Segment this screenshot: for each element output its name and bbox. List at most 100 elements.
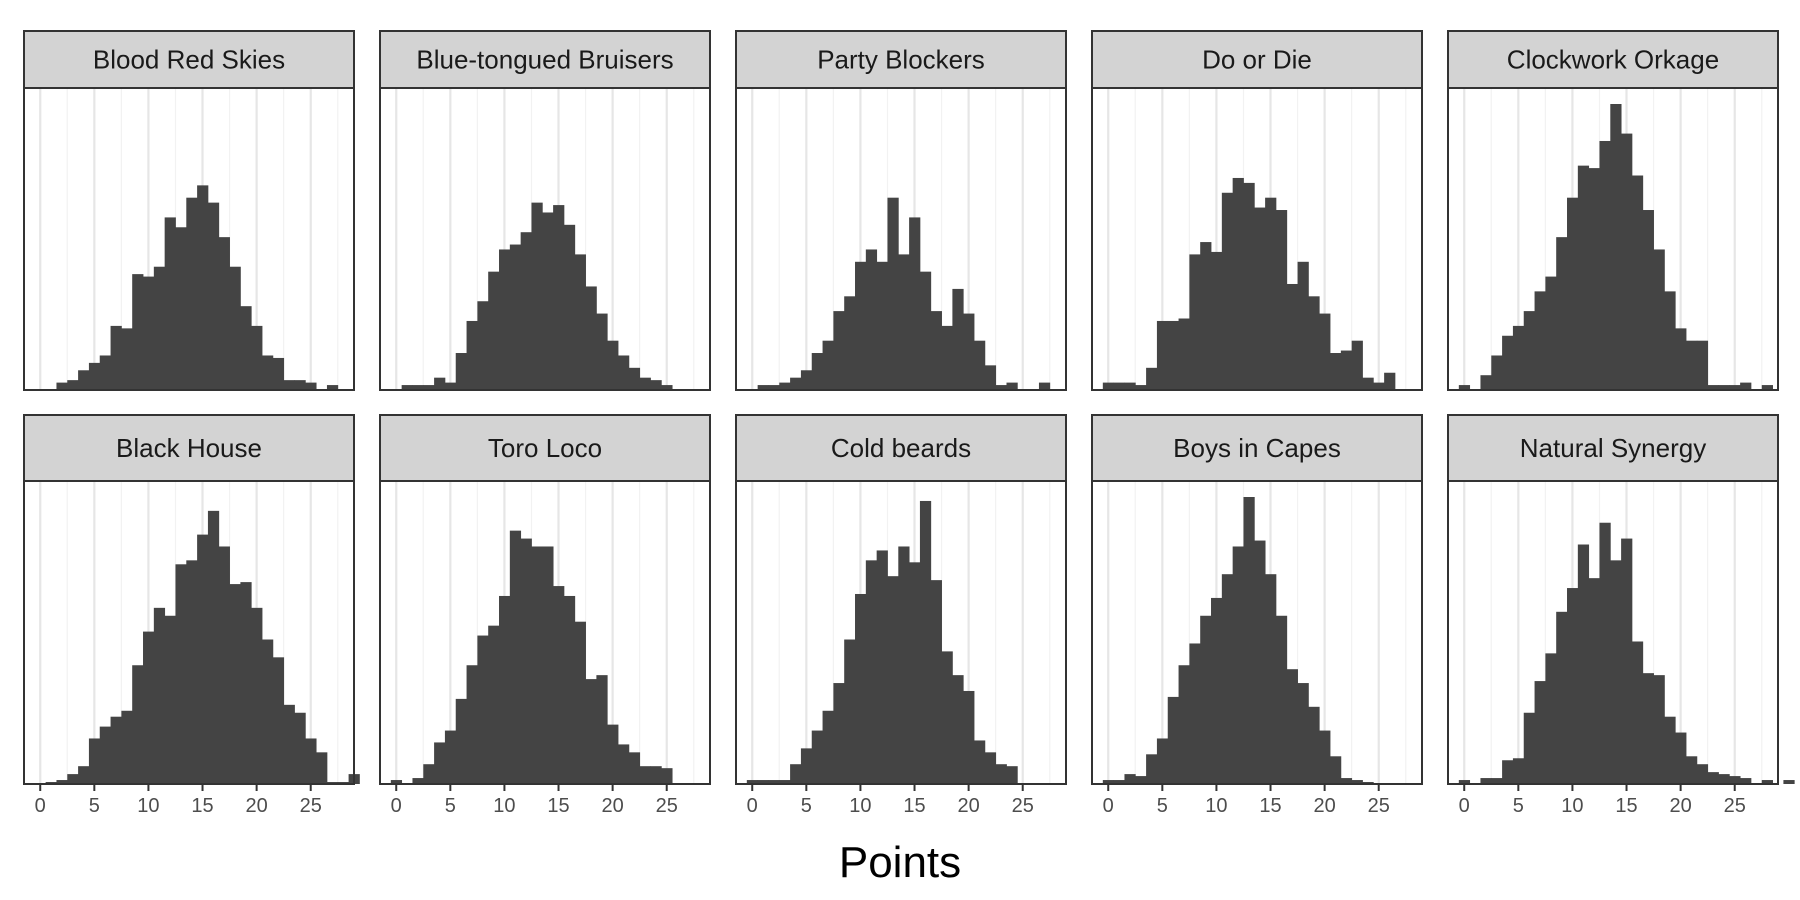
histogram-bar	[790, 377, 802, 390]
histogram-bar	[822, 340, 834, 390]
histogram-bar	[1567, 588, 1579, 784]
histogram-bar	[1729, 776, 1741, 784]
histogram-bar	[941, 325, 953, 390]
histogram-bar	[1577, 544, 1590, 784]
histogram-bar	[1502, 760, 1514, 784]
histogram-bar	[974, 740, 986, 784]
histogram-bar	[1146, 754, 1158, 784]
histogram-bar	[1135, 385, 1147, 390]
histogram-bar	[542, 212, 554, 390]
histogram-bar	[218, 546, 230, 784]
histogram-bar	[143, 276, 155, 390]
histogram-bar	[1254, 540, 1266, 784]
histogram-bar	[121, 710, 133, 784]
histogram-bar	[520, 538, 532, 784]
histogram-bar	[229, 266, 241, 390]
histogram-bar	[855, 261, 867, 390]
histogram-bar	[1189, 643, 1201, 784]
histogram-bar	[746, 780, 759, 784]
x-tick-label: 0	[1103, 795, 1114, 817]
histogram-bar	[963, 313, 975, 390]
histogram-bar	[186, 560, 198, 784]
histogram-bar	[1221, 192, 1234, 390]
facet-strip-label: Blood Red Skies	[93, 45, 285, 75]
histogram-bar	[488, 625, 500, 784]
facet-strip	[1447, 30, 1779, 89]
histogram-bar	[1707, 385, 1719, 390]
x-tick-label: 20	[601, 795, 623, 817]
histogram-bar	[1297, 261, 1309, 390]
histogram-bar	[995, 764, 1007, 784]
facet-panel: Blue-tongued Bruisers	[379, 30, 711, 391]
histogram-bar	[1102, 382, 1115, 390]
histogram-bar	[768, 780, 780, 784]
histogram-bar	[531, 546, 543, 784]
histogram-bar	[1243, 182, 1255, 390]
histogram-bar	[768, 385, 780, 390]
histogram-bar	[1232, 546, 1244, 784]
histogram-bar	[844, 639, 856, 784]
histogram-bar	[1653, 249, 1665, 390]
histogram-bar	[650, 380, 662, 390]
facet-strip-label: Toro Loco	[488, 433, 602, 463]
histogram-bar	[639, 766, 651, 784]
histogram-bar	[207, 510, 220, 784]
histogram-bar	[898, 546, 910, 784]
histogram-bar	[952, 288, 964, 390]
histogram-bar	[175, 564, 187, 784]
histogram-bar	[1124, 774, 1136, 784]
histogram-bar	[1523, 712, 1535, 784]
histogram-bar	[930, 580, 942, 784]
histogram-bar	[434, 742, 446, 784]
histogram-bar	[876, 550, 888, 784]
x-tick-label: 25	[1012, 795, 1034, 817]
histogram-bar	[153, 266, 166, 390]
histogram-bar	[283, 380, 295, 390]
histogram-bar	[984, 752, 997, 784]
histogram-bar	[1664, 291, 1676, 390]
histogram-bar	[175, 227, 187, 390]
histogram-bar	[1167, 320, 1179, 390]
facet-panel: Boys in Capes 0 5 10 15 20 25	[1091, 414, 1423, 817]
histogram-bar	[488, 271, 500, 390]
histogram-bar	[294, 380, 306, 390]
histogram-bar	[1480, 778, 1492, 784]
facet-strip	[735, 30, 1067, 89]
histogram-bar	[1707, 772, 1719, 784]
histogram-bar	[1124, 382, 1136, 390]
histogram-bar	[1610, 104, 1622, 390]
x-tick-label: 0	[35, 795, 46, 817]
histogram-bar	[1556, 237, 1568, 390]
histogram-bar	[186, 197, 198, 390]
histogram-bar	[563, 224, 576, 390]
x-tick-label: 0	[1459, 795, 1470, 817]
x-tick-label: 25	[656, 795, 678, 817]
histogram-bar	[1308, 706, 1320, 784]
histogram-bar	[132, 274, 144, 390]
facet-panel: Toro Loco 0 5 10 15 20 25	[379, 414, 711, 817]
histogram-bar	[1275, 210, 1288, 390]
histogram-bar	[1330, 353, 1342, 390]
histogram-bar	[833, 683, 845, 784]
facet-panel: Party Blockers	[735, 30, 1067, 391]
histogram-bar	[757, 780, 769, 784]
histogram-bar	[1588, 168, 1600, 390]
histogram-bar	[218, 237, 230, 390]
histogram-bar	[607, 724, 619, 784]
histogram-bar	[509, 244, 522, 390]
histogram-bar	[1696, 764, 1709, 784]
histogram-bar	[876, 261, 888, 390]
histogram-bar	[639, 377, 651, 390]
histogram-bar	[132, 665, 144, 784]
histogram-bar	[229, 584, 241, 784]
histogram-bar	[800, 748, 813, 784]
histogram-bar	[207, 202, 220, 390]
histogram-bar	[1740, 382, 1752, 390]
histogram-bar	[628, 752, 641, 784]
histogram-bar	[1567, 197, 1579, 390]
histogram-bar	[164, 615, 176, 784]
histogram-bar	[305, 382, 317, 390]
x-tick-label: 20	[1669, 795, 1691, 817]
histogram-bar	[757, 385, 769, 390]
facet-strip	[1447, 414, 1779, 482]
